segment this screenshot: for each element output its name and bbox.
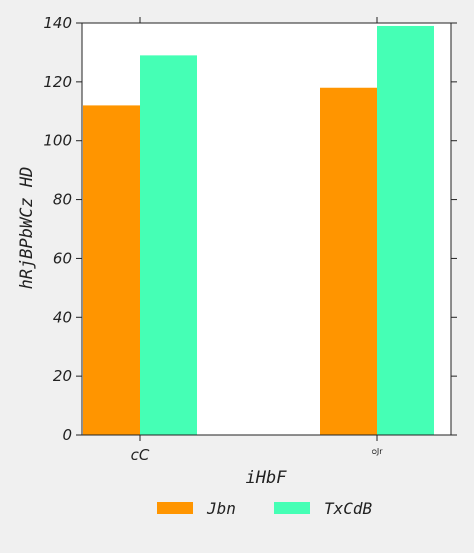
legend: Jbn TxCdB: [157, 499, 373, 518]
legend-label-jbn: Jbn: [206, 499, 236, 518]
y-axis: 0 20 40 60 80 100 120 140: [43, 14, 457, 444]
x-axis: cC ᴑJr: [131, 17, 383, 464]
plot-frame: [81, 22, 452, 436]
y-tick-label: 140: [43, 14, 72, 32]
y-tick-label: 40: [53, 308, 72, 326]
legend-label-txcdb: TxCdB: [324, 499, 373, 518]
y-tick-label: 120: [43, 73, 72, 91]
y-tick-label: 20: [53, 367, 72, 385]
legend-swatch-txcdb: [274, 502, 310, 514]
bar-txcdb-0: [140, 55, 197, 435]
bar-jbn-1: [320, 87, 377, 435]
x-tick-label: cC: [131, 446, 150, 464]
y-tick-label: 60: [53, 249, 72, 267]
legend-swatch-jbn: [157, 502, 193, 514]
y-tick-label: 0: [62, 426, 72, 444]
bars-layer: [83, 25, 434, 436]
x-tick-label: ᴑJr: [371, 447, 383, 456]
y-tick-label: 80: [53, 191, 72, 209]
y-axis-title: hRjBPbWCz HD: [17, 167, 37, 290]
bar-txcdb-1: [377, 25, 434, 435]
x-axis-title: iHbF: [246, 468, 288, 488]
y-tick-label: 100: [43, 132, 72, 150]
bar-jbn-0: [83, 105, 140, 436]
